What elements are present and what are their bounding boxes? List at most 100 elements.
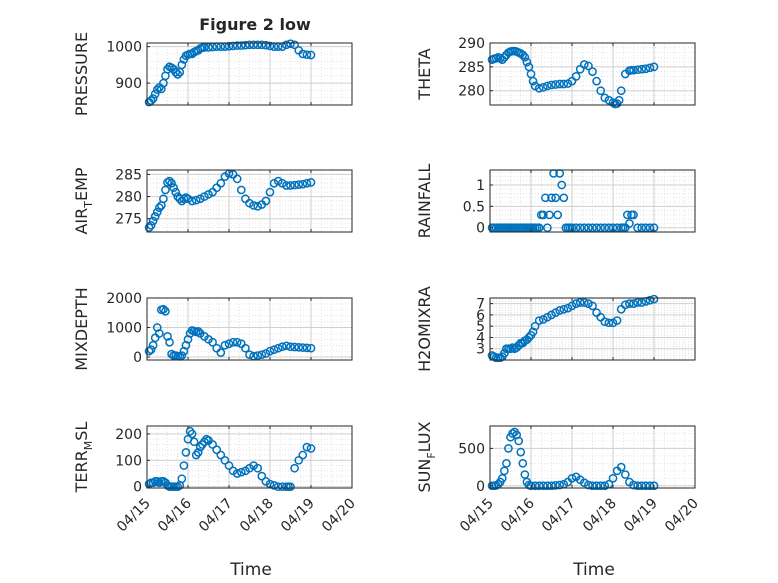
y-axis-label-subscript: T (82, 201, 95, 209)
data-point (232, 174, 242, 184)
data-point (161, 306, 170, 316)
data-point (571, 299, 581, 308)
data-point (290, 342, 299, 352)
data-point (165, 176, 174, 186)
data-point (212, 343, 222, 353)
minor-grid (146, 43, 353, 106)
x-tick-label: 04/19 (621, 496, 661, 536)
data-point (633, 481, 642, 491)
data-point (604, 223, 614, 233)
data-point (575, 223, 585, 233)
data-point (508, 429, 517, 438)
y-tick-label: 275 (115, 212, 142, 228)
data-point (208, 440, 217, 449)
data-point (200, 43, 209, 52)
minor-grid (489, 170, 696, 232)
data-point (159, 194, 168, 204)
subplot-7: 0 100 200 04/15 04/16 04/17 04/18 04/19 04/20 TER… (72, 422, 359, 536)
data-series (144, 169, 316, 232)
data-point (257, 471, 267, 481)
data-point (298, 343, 308, 352)
data-point (302, 343, 312, 353)
data-point (522, 57, 532, 67)
data-point (253, 463, 263, 473)
subplot-4: 0 0.5 1 RAINFALL (415, 164, 696, 238)
data-point (518, 458, 528, 468)
y-tick-label: 2000 (106, 291, 142, 307)
data-point (520, 52, 530, 62)
data-point (154, 329, 164, 338)
data-point (249, 40, 258, 50)
data-point (189, 437, 199, 447)
x-tick-label: 04/18 (237, 496, 277, 536)
data-point (173, 70, 183, 79)
data-point (612, 316, 622, 325)
data-point (150, 212, 160, 221)
x-tick-label: 04/15 (457, 496, 497, 536)
axes-box (489, 169, 696, 233)
axes-box (489, 42, 696, 106)
y-tick-label: 200 (115, 427, 142, 443)
y-tick-label: 5 (476, 319, 485, 335)
x-tick-label: 04/16 (498, 495, 538, 535)
data-point (649, 294, 659, 304)
data-point (146, 345, 156, 355)
y-axis-label-suffix: LUX (415, 421, 434, 452)
data-point (236, 41, 246, 50)
data-point (232, 469, 242, 478)
data-point (253, 351, 263, 360)
y-tick-label: 1000 (106, 321, 142, 337)
data-point (193, 327, 203, 336)
data-point (579, 223, 589, 233)
data-point (282, 40, 291, 50)
data-point (159, 304, 168, 314)
data-point (241, 343, 250, 353)
y-axis-label: THETA (415, 48, 434, 100)
data-point (641, 481, 651, 491)
minor-grid (489, 298, 696, 360)
data-point (193, 448, 203, 457)
data-point (516, 447, 526, 457)
data-point (620, 300, 630, 310)
data-point (612, 223, 622, 233)
y-tick-label: 900 (115, 76, 142, 92)
data-point (528, 327, 538, 337)
data-point (286, 181, 295, 190)
data-point (220, 340, 230, 350)
data-point (148, 94, 158, 103)
x-tick-label: 04/18 (580, 496, 620, 536)
data-point (148, 216, 158, 226)
x-tick-label: 04/17 (539, 496, 579, 536)
data-point (551, 481, 560, 490)
data-point (538, 210, 548, 220)
y-tick-label: 100 (115, 453, 142, 469)
data-point (620, 470, 630, 479)
subplot-3: 275 280 285 AIRTEMP (72, 167, 353, 235)
data-series (144, 304, 316, 361)
data-point (547, 80, 556, 90)
data-point (253, 40, 263, 50)
y-tick-label: 4 (476, 330, 485, 346)
data-point (306, 178, 316, 187)
data-point (579, 60, 589, 69)
data-point (538, 481, 548, 491)
data-point (649, 481, 659, 491)
axes-box (489, 297, 696, 361)
data-point (177, 474, 187, 484)
data-point (497, 473, 507, 483)
y-axis-label-main: TERR (72, 450, 91, 493)
data-point (571, 223, 581, 233)
data-point (265, 41, 275, 51)
data-point (220, 455, 230, 465)
y-tick-label: 1 (476, 178, 485, 194)
data-series (144, 39, 316, 107)
data-point (600, 481, 610, 491)
data-series (144, 426, 316, 492)
data-point (294, 180, 304, 189)
axes-box (146, 42, 353, 106)
data-point (306, 444, 316, 453)
data-point (625, 299, 634, 308)
data-point (232, 41, 242, 50)
y-axis-label-subscript: F (425, 452, 438, 458)
